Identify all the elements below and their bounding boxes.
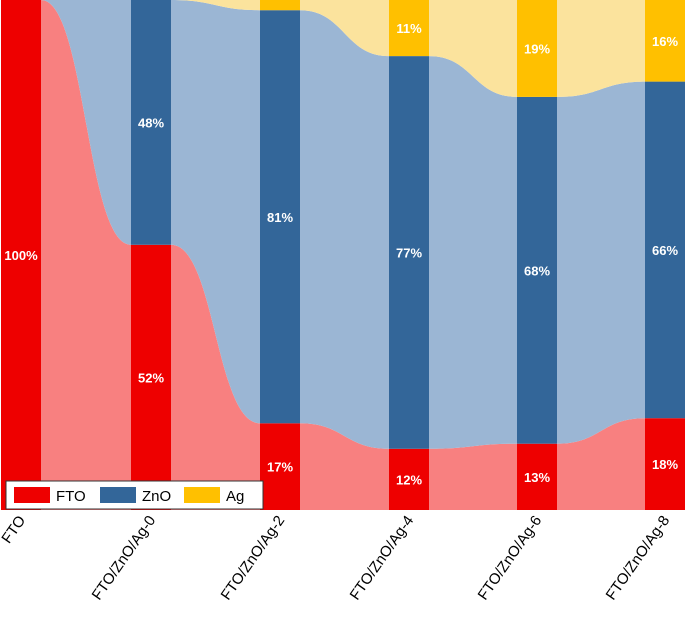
data-label-fto-fto-zno-ag-0: 52% <box>138 370 164 385</box>
flow-zno-1 <box>41 0 131 245</box>
data-label-zno-fto-zno-ag-6: 68% <box>524 263 550 278</box>
bar-ag-fto-zno-ag-8 <box>645 0 685 82</box>
legend-swatch-fto <box>14 487 50 503</box>
flow-fto-5 <box>557 418 645 510</box>
flow-fto-1 <box>41 0 131 510</box>
data-label-zno-fto-zno-ag-4: 77% <box>396 245 422 260</box>
flow-fto-2 <box>171 244 260 511</box>
bar-zno-fto-zno-ag-8 <box>645 81 685 419</box>
data-label-ag-fto-zno-ag-6: 19% <box>524 41 550 56</box>
tick-label-fto: FTO <box>0 513 29 547</box>
legend-label-ag: Ag <box>226 488 244 505</box>
bar-fto-fto-zno-ag-0 <box>131 244 171 511</box>
data-label-ag-fto-zno-ag-4: 11% <box>396 21 422 36</box>
data-label-fto-fto: 100% <box>4 248 38 263</box>
flow-fto-4 <box>429 443 517 510</box>
tick-label-fto-zno-ag-2: FTO/ZnO/Ag-2 <box>218 513 289 604</box>
bar-ag-fto-zno-ag-4 <box>389 0 429 57</box>
bar-fto-fto-zno-ag-4 <box>389 448 429 510</box>
data-label-fto-fto-zno-ag-6: 13% <box>524 470 550 485</box>
tick-label-fto-zno-ag-8: FTO/ZnO/Ag-8 <box>603 513 674 604</box>
flow-zno-3 <box>300 10 389 449</box>
tick-label-fto-zno-ag-6: FTO/ZnO/Ag-6 <box>475 513 546 604</box>
bar-fto-fto-zno-ag-2 <box>260 423 300 510</box>
data-label-fto-fto-zno-ag-8: 18% <box>652 457 678 472</box>
data-label-ag-fto-zno-ag-8: 16% <box>652 34 678 49</box>
data-label-zno-fto-zno-ag-2: 81% <box>267 210 293 225</box>
flow-ag-5 <box>557 0 645 97</box>
flow-zno-4 <box>429 56 517 449</box>
bar-ag-fto-zno-ag-2 <box>260 0 300 11</box>
bar-zno-fto-zno-ag-0 <box>131 0 171 245</box>
tick-label-fto-zno-ag-0: FTO/ZnO/Ag-0 <box>89 513 160 604</box>
bar-zno-fto-zno-ag-6 <box>517 96 557 444</box>
bar-zno-fto-zno-ag-4 <box>389 56 429 449</box>
legend: FTO ZnO Ag <box>5 480 264 510</box>
legend-swatch-ag <box>184 487 220 503</box>
bar-ag-fto-zno-ag-6 <box>517 0 557 97</box>
legend-swatch-zno <box>100 487 136 503</box>
data-label-zno-fto-zno-ag-0: 48% <box>138 115 164 130</box>
bar-fto-fto-zno-ag-6 <box>517 443 557 510</box>
tick-label-fto-zno-ag-4: FTO/ZnO/Ag-4 <box>347 513 418 604</box>
legend-label-zno: ZnO <box>142 488 171 505</box>
flow-zno-2 <box>171 0 260 424</box>
flow-ag-2 <box>171 0 260 11</box>
flow-ag-4 <box>429 0 517 97</box>
flow-ag-3 <box>300 0 389 57</box>
bar-zno-fto-zno-ag-2 <box>260 10 300 424</box>
data-label-fto-fto-zno-ag-2: 17% <box>267 460 293 475</box>
data-labels: 100% 52% 17% 12% 13% 18% 48% 81% 77% 68% 66% 11% 19%… <box>4 21 678 487</box>
flow-bands <box>41 0 645 511</box>
legend-label-fto: FTO <box>56 488 86 505</box>
x-axis-tick-labels: FTO FTO/ZnO/Ag-0 FTO/ZnO/Ag-2 FTO/ZnO/Ag-4 F… <box>0 513 673 604</box>
bar-segments <box>1 0 685 511</box>
data-label-fto-fto-zno-ag-4: 12% <box>396 472 422 487</box>
flow-zno-5 <box>557 81 645 444</box>
data-label-zno-fto-zno-ag-8: 66% <box>652 243 678 258</box>
bar-fto-fto-zno-ag-8 <box>645 418 685 510</box>
bar-fto-fto <box>1 0 41 510</box>
flow-fto-3 <box>300 423 389 510</box>
